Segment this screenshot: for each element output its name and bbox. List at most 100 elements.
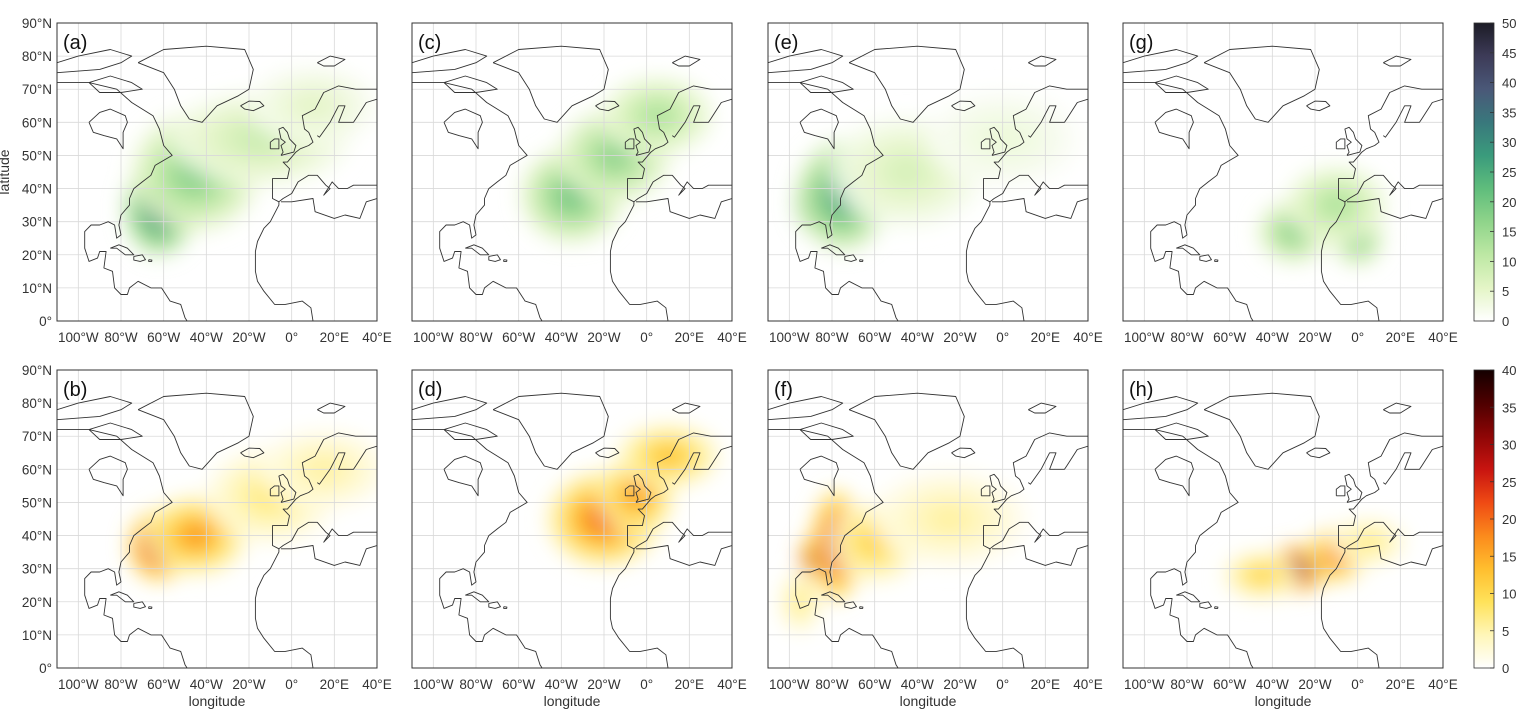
- coastline-10: [1176, 591, 1201, 603]
- panel-c: (c) 100°W 80°W 60°W 40°W 20°W 0° 20°E 40°E: [411, 22, 747, 345]
- panel-label: (f): [774, 379, 793, 401]
- panel-frame: [411, 22, 733, 322]
- coastline-8: [624, 485, 635, 497]
- coastline-4: [1347, 545, 1443, 566]
- coastlines: [412, 45, 732, 321]
- coastline-5: [989, 521, 1088, 550]
- grid: [412, 370, 732, 668]
- coastline-7: [1344, 473, 1363, 503]
- coastline-13: [1123, 49, 1199, 74]
- heat-blob-2-4: [1326, 197, 1347, 214]
- coastline-5: [633, 174, 732, 203]
- coastline-2: [951, 100, 976, 112]
- coastline-4: [281, 545, 377, 566]
- coastlines: [412, 392, 732, 668]
- coastline-0: [57, 82, 188, 321]
- coastline-7: [989, 126, 1008, 156]
- coastline-3: [1320, 432, 1443, 668]
- coastline-1: [848, 392, 965, 470]
- x-tick-label: 60°W: [858, 677, 891, 692]
- colorbar-tick-label: 30: [1502, 438, 1516, 453]
- colorbar-tick-label: 35: [1502, 105, 1516, 120]
- grid: [1123, 23, 1443, 321]
- coastline-4: [636, 545, 732, 566]
- x-tick-label: 0°: [1351, 330, 1364, 345]
- y-tick-label: 20°N: [22, 595, 52, 610]
- coastline-0: [412, 82, 543, 321]
- coastline-2: [951, 447, 976, 459]
- coastline-14: [1154, 422, 1209, 440]
- x-tick-label: 100°W: [1124, 677, 1165, 692]
- y-tick-label: 80°N: [22, 396, 52, 411]
- coastline-6: [1383, 98, 1443, 138]
- panel-frame: [56, 22, 378, 322]
- panel-frame: [767, 22, 1089, 322]
- grid: [1123, 370, 1443, 668]
- y-tick-label: 90°N: [22, 363, 52, 378]
- coastline-8: [980, 138, 991, 150]
- x-tick-label: 20°E: [1386, 330, 1415, 345]
- panel-a: (a) 100°W 80°W 60°W 40°W 20°W 0° 20°E 40°E 0° 10°N…: [0, 16, 392, 345]
- panel-background: [1123, 370, 1443, 668]
- heat-blob-1-4: [628, 487, 644, 504]
- coastline-5: [1344, 174, 1443, 203]
- x-tick-label: 40°E: [1428, 330, 1457, 345]
- panel-e: (e) 100°W 80°W 60°W 40°W 20°W 0° 20°E 40°E: [767, 22, 1103, 345]
- coastline-2: [1306, 100, 1331, 112]
- x-tick-label: 40°E: [1073, 330, 1102, 345]
- coastline-12: [148, 606, 153, 609]
- coastline-13: [768, 396, 844, 421]
- coastline-4: [281, 198, 377, 219]
- coastline-10: [465, 244, 490, 256]
- coastline-2: [595, 100, 620, 112]
- coastline-7: [278, 126, 297, 156]
- grid: [57, 23, 377, 321]
- coastline-9: [1154, 455, 1194, 497]
- colorbar-tick-label: 25: [1502, 475, 1516, 490]
- colorbar-tick-label: 20: [1502, 512, 1516, 527]
- y-tick-label: 80°N: [22, 49, 52, 64]
- coastline-1: [137, 45, 254, 123]
- x-axis-label: longitude: [189, 693, 246, 709]
- y-tick-label: 50°N: [22, 148, 52, 163]
- y-tick-label: 30°N: [22, 215, 52, 230]
- coastline-8: [624, 138, 635, 150]
- y-tick-label: 40°N: [22, 529, 52, 544]
- x-tick-label: 0°: [285, 677, 298, 692]
- y-tick-label: 0°: [39, 661, 52, 676]
- coastline-15: [1028, 402, 1057, 414]
- x-tick-label: 0°: [285, 330, 298, 345]
- coastline-13: [412, 49, 488, 74]
- panel-frame: [56, 369, 378, 669]
- colorbar-tick-label: 15: [1502, 549, 1516, 564]
- coastline-7: [633, 473, 652, 503]
- coastline-6: [672, 445, 732, 485]
- coastline-12: [859, 259, 864, 262]
- colorbars-layer: 0 5 10 15 20 25 30 35 40 45 50 0 5 10 15 20 25 30 35 40: [1473, 16, 1516, 676]
- colorbar-tick-label: 10: [1502, 587, 1516, 602]
- coastline-14: [88, 422, 143, 440]
- coastline-15: [1028, 55, 1057, 67]
- coastline-10: [110, 244, 135, 256]
- panel-frame: [411, 369, 733, 669]
- colorbar-tick-label: 20: [1502, 195, 1516, 210]
- x-tick-label: 20°W: [1298, 330, 1331, 345]
- coastline-12: [859, 606, 864, 609]
- coastline-9: [799, 455, 839, 497]
- coastline-12: [1214, 606, 1219, 609]
- colorbar-tick-label: 0: [1502, 314, 1509, 329]
- coastline-6: [317, 445, 377, 485]
- panel-frame: [1122, 22, 1444, 322]
- colorbar-tick-label: 45: [1502, 46, 1516, 61]
- coastline-6: [672, 98, 732, 138]
- coastline-15: [317, 402, 346, 414]
- heat-blob-2-4: [1253, 570, 1270, 581]
- heat-layer: [520, 75, 714, 243]
- coastline-7: [1344, 126, 1363, 156]
- x-tick-label: 80°W: [104, 677, 137, 692]
- coastline-11: [488, 254, 501, 262]
- coastline-3: [609, 432, 732, 668]
- coastline-15: [1383, 55, 1412, 67]
- x-tick-label: 40°E: [362, 677, 391, 692]
